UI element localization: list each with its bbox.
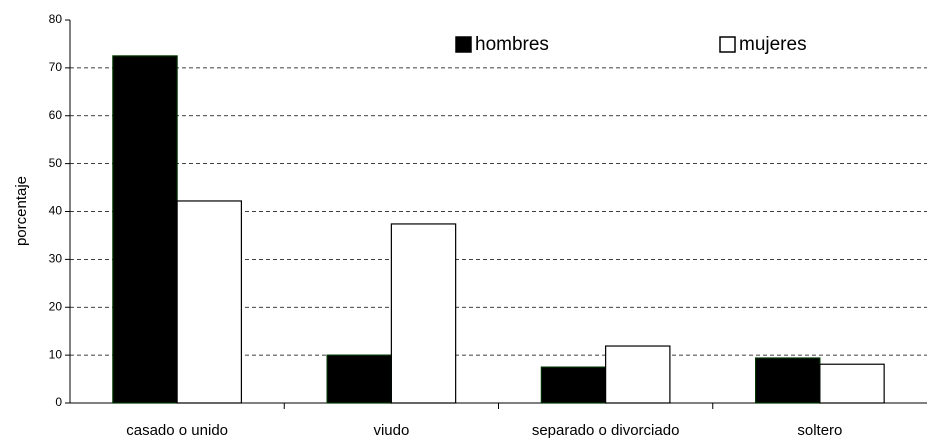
legend-label: mujeres	[739, 34, 807, 55]
x-tick-label: casado o unido	[126, 422, 228, 439]
bar	[754, 357, 821, 404]
y-axis-label: porcentaje	[13, 176, 30, 246]
bar	[819, 363, 885, 404]
y-tick-label: 70	[49, 60, 63, 74]
y-tick-label: 10	[49, 347, 63, 361]
x-tick-label: soltero	[797, 422, 842, 439]
y-tick-label: 50	[49, 156, 63, 170]
y-tick-label: 0	[55, 395, 62, 409]
y-tick-label: 60	[49, 108, 63, 122]
y-tick-label: 40	[49, 204, 63, 218]
bar	[390, 223, 457, 404]
legend-label: hombres	[475, 34, 549, 55]
bar	[326, 354, 392, 404]
y-tick-label: 30	[49, 252, 63, 266]
bar	[176, 200, 243, 404]
bar	[540, 366, 607, 404]
x-tick-label: viudo	[373, 422, 409, 439]
legend-swatch	[719, 36, 736, 53]
legend-swatch	[455, 36, 472, 53]
y-tick-label: 20	[49, 299, 63, 313]
x-tick-label: separado o divorciado	[532, 422, 680, 439]
bar	[112, 55, 178, 404]
y-tick-label: 80	[49, 12, 63, 26]
bar	[605, 345, 671, 404]
